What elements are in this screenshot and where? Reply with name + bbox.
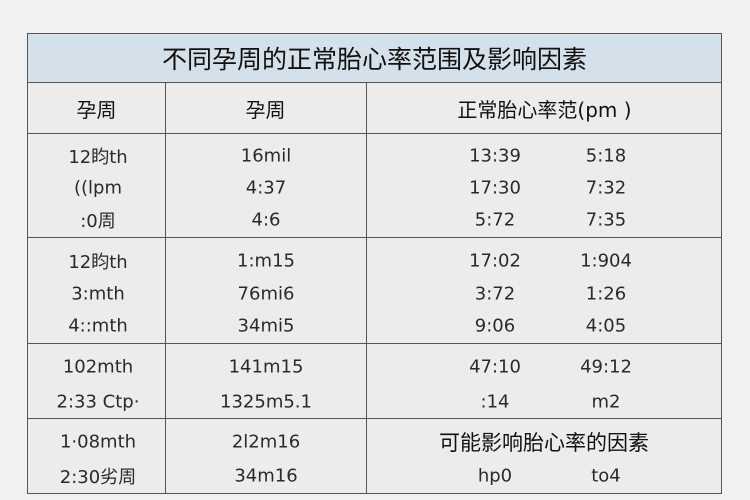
cell: 1:904 <box>580 250 632 272</box>
column-divider <box>165 83 166 493</box>
cell: 4:05 <box>585 315 627 337</box>
cell: 9:06 <box>474 315 516 337</box>
cell: 5:18 <box>585 145 627 167</box>
cell: 17:30 <box>469 177 521 199</box>
header-gestational-week: 孕周 <box>76 98 117 122</box>
cell: 2:30劣周 <box>59 467 137 488</box>
row-divider <box>28 237 721 238</box>
cell: 1:26 <box>585 283 627 305</box>
cell: 34m16 <box>234 465 298 487</box>
column-divider <box>366 83 367 493</box>
cell: 1:m15 <box>237 250 295 272</box>
cell: 13:39 <box>469 145 521 167</box>
header-gestational-week-2: 孕周 <box>245 98 286 122</box>
factors-heading: 可能影响胎心率的因素 <box>439 431 649 455</box>
table-title: 不同孕周的正常胎心率范围及影响因素 <box>28 34 721 83</box>
cell: 12盷th <box>68 147 128 168</box>
cell: 141m15 <box>228 356 304 378</box>
cell: 4:6 <box>251 209 281 231</box>
cell: 34mi5 <box>237 315 295 337</box>
cell: 49:12 <box>580 356 632 378</box>
cell: 2l2m16 <box>231 431 301 453</box>
cell: 16mil <box>240 145 292 167</box>
row-divider <box>28 133 721 134</box>
cell: 12盷th <box>68 252 128 273</box>
cell: 2:33 Ctp· <box>56 391 140 413</box>
cell: to4 <box>591 465 621 487</box>
cell: 102mth <box>62 356 134 378</box>
cell: 4::mth <box>68 315 128 337</box>
cell: :0周 <box>80 211 116 232</box>
cell: 3:72 <box>474 283 516 305</box>
cell: 17:02 <box>469 250 521 272</box>
cell: 1325m5.1 <box>220 391 312 413</box>
cell: 5:72 <box>474 209 516 231</box>
cell: 3:mth <box>71 283 125 305</box>
header-normal-fhr-range: 正常胎心率范(pm ) <box>457 98 632 122</box>
cell: ((lpm <box>73 177 123 199</box>
heart-rate-table: 不同孕周的正常胎心率范围及影响因素 孕周 孕周 正常胎心率范(pm ) 12盷t… <box>27 33 722 494</box>
cell: 7:35 <box>585 209 627 231</box>
cell: 76mi6 <box>237 283 295 305</box>
cell: hp0 <box>477 465 513 487</box>
cell: 1·08mth <box>59 431 137 453</box>
cell: m2 <box>591 391 621 413</box>
cell: 7:32 <box>585 177 627 199</box>
row-divider <box>28 418 721 419</box>
cell: 4:37 <box>245 177 287 199</box>
cell: 47:10 <box>469 356 521 378</box>
row-divider <box>28 343 721 344</box>
cell: :14 <box>480 391 510 413</box>
